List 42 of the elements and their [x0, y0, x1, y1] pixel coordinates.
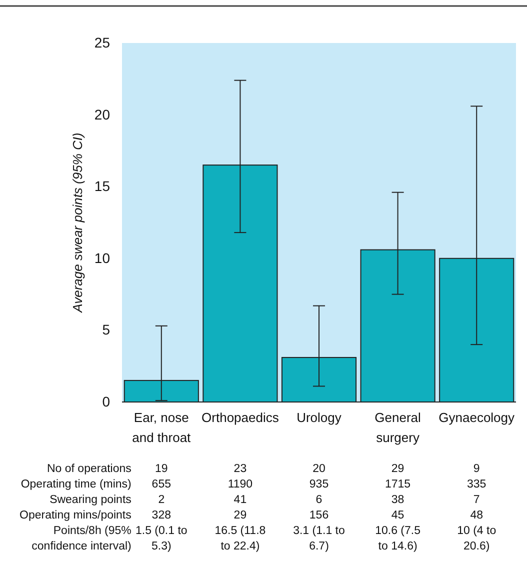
- data-label: 16.5 (11.8 to 22.4): [214, 525, 266, 552]
- x-tick-label: Ear, nose and throat: [132, 410, 192, 445]
- x-tick-label: Orthopaedics: [202, 410, 280, 425]
- data-label: 10 (4 to 20.6): [457, 525, 496, 552]
- text: 1715: [385, 478, 411, 490]
- text: 935: [309, 478, 329, 490]
- text: 29: [391, 463, 404, 475]
- data-label: 1.5 (0.1 to 5.3): [136, 525, 188, 552]
- x-tick-label: Gynaecology: [438, 410, 516, 425]
- text: 9: [473, 463, 480, 475]
- x-tick-label: Urology: [296, 410, 342, 425]
- text: 655: [152, 478, 171, 490]
- data-label: 10.6 (7.5 to 14.6): [375, 525, 421, 552]
- text: 29: [234, 510, 247, 522]
- text: 48: [470, 510, 483, 522]
- text: 156: [309, 510, 329, 522]
- text: 1190: [228, 478, 253, 490]
- text: No of operations: [47, 463, 132, 475]
- text: Operating mins/points: [20, 510, 132, 522]
- text: 328: [152, 510, 171, 522]
- y-tick-label: 20: [94, 106, 110, 122]
- text: 45: [391, 510, 404, 522]
- text: 6: [316, 494, 322, 506]
- text: 20: [312, 463, 326, 475]
- text: 2: [158, 494, 165, 506]
- y-tick-label: 10: [94, 250, 110, 266]
- y-tick-label: 25: [94, 34, 110, 50]
- text: 7: [473, 494, 480, 506]
- text: 41: [234, 494, 247, 506]
- text: 335: [467, 478, 486, 490]
- text: Swearing points: [50, 494, 132, 506]
- data-label: 3.1 (1.1 to 6.7): [293, 525, 345, 552]
- text: Operating time (mins): [20, 478, 132, 490]
- x-tick-label: General surgery: [374, 410, 422, 445]
- y-tick-label: 5: [102, 322, 110, 338]
- text: 38: [391, 494, 404, 506]
- text: Points/8h (95% confidence interval): [32, 525, 132, 552]
- text: 23: [234, 463, 247, 475]
- text: 19: [155, 463, 168, 475]
- y-tick-label: 15: [94, 178, 110, 194]
- y-tick-label: 0: [102, 393, 110, 410]
- y-axis-title: Average swear points (95% CI): [70, 132, 85, 314]
